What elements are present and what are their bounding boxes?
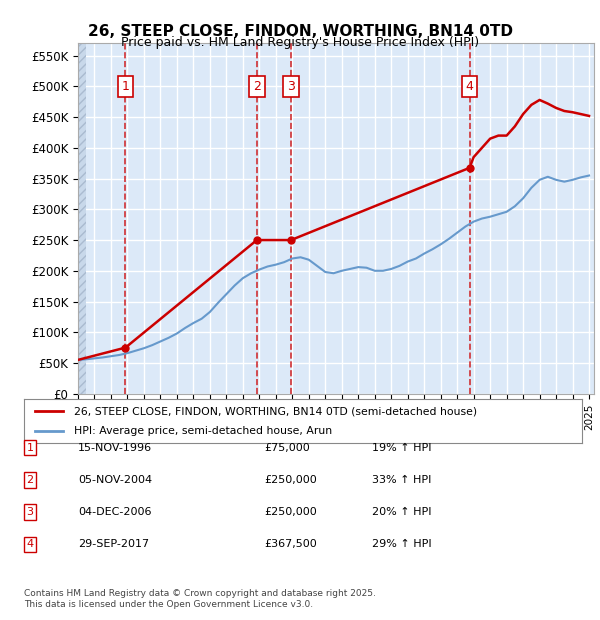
Text: 04-DEC-2006: 04-DEC-2006 (78, 507, 151, 517)
Text: 4: 4 (26, 539, 34, 549)
Text: 2: 2 (26, 475, 34, 485)
Text: 4: 4 (466, 80, 473, 93)
Text: 29% ↑ HPI: 29% ↑ HPI (372, 539, 431, 549)
Text: 26, STEEP CLOSE, FINDON, WORTHING, BN14 0TD (semi-detached house): 26, STEEP CLOSE, FINDON, WORTHING, BN14 … (74, 406, 478, 416)
Text: 3: 3 (26, 507, 34, 517)
Text: Contains HM Land Registry data © Crown copyright and database right 2025.
This d: Contains HM Land Registry data © Crown c… (24, 590, 376, 609)
Text: £75,000: £75,000 (264, 443, 310, 453)
Text: 33% ↑ HPI: 33% ↑ HPI (372, 475, 431, 485)
Text: 2: 2 (253, 80, 261, 93)
Text: 29-SEP-2017: 29-SEP-2017 (78, 539, 149, 549)
Text: 26, STEEP CLOSE, FINDON, WORTHING, BN14 0TD: 26, STEEP CLOSE, FINDON, WORTHING, BN14 … (88, 24, 512, 38)
Text: 19% ↑ HPI: 19% ↑ HPI (372, 443, 431, 453)
Text: £250,000: £250,000 (264, 507, 317, 517)
Text: HPI: Average price, semi-detached house, Arun: HPI: Average price, semi-detached house,… (74, 426, 332, 436)
Bar (78, 43, 86, 394)
Text: £367,500: £367,500 (264, 539, 317, 549)
Text: Price paid vs. HM Land Registry's House Price Index (HPI): Price paid vs. HM Land Registry's House … (121, 36, 479, 49)
Text: 05-NOV-2004: 05-NOV-2004 (78, 475, 152, 485)
Text: 1: 1 (122, 80, 130, 93)
Text: 3: 3 (287, 80, 295, 93)
Text: 1: 1 (26, 443, 34, 453)
Text: £250,000: £250,000 (264, 475, 317, 485)
Text: 15-NOV-1996: 15-NOV-1996 (78, 443, 152, 453)
Text: 20% ↑ HPI: 20% ↑ HPI (372, 507, 431, 517)
